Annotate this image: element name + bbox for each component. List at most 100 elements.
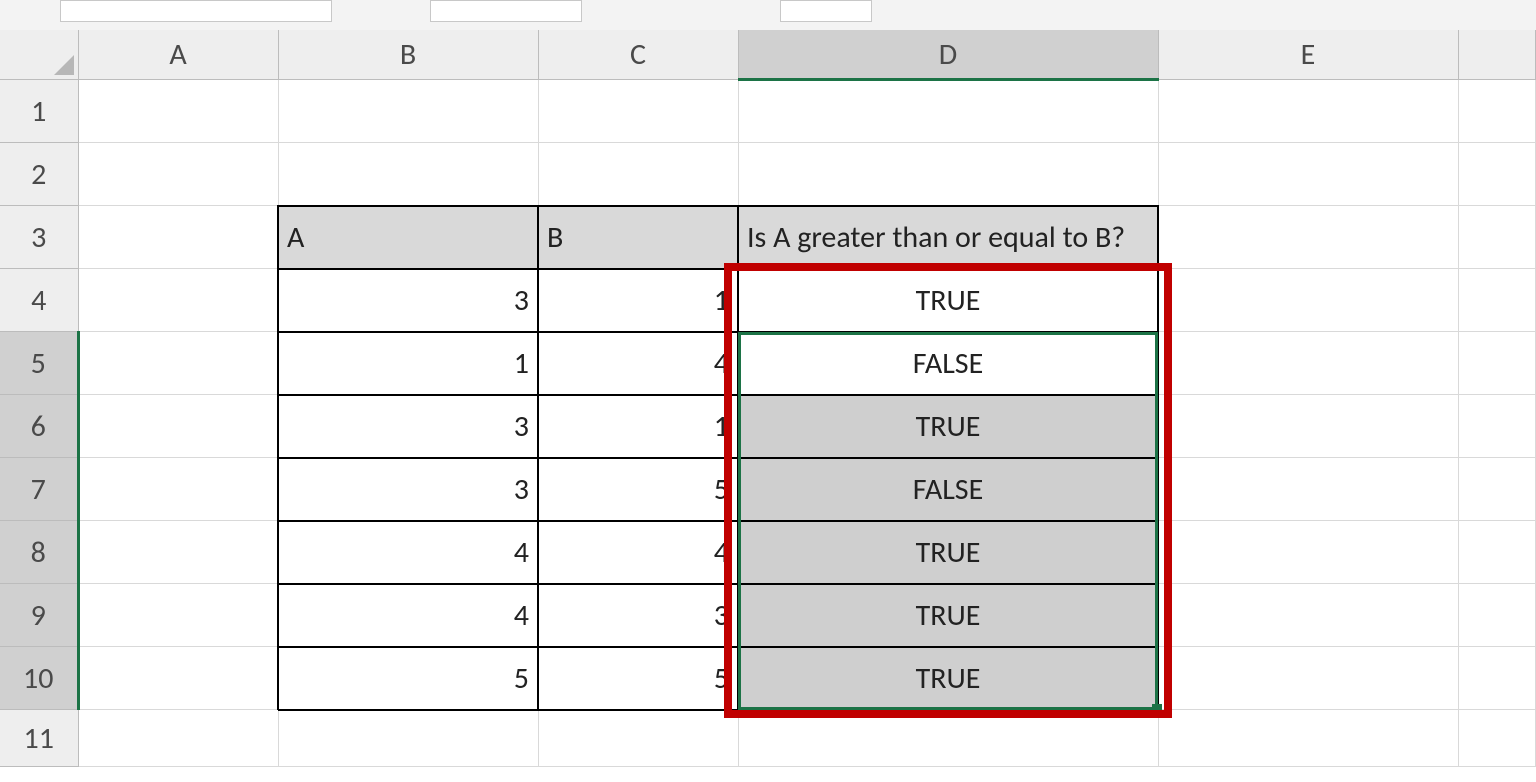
cell-E10[interactable] [1158,647,1458,710]
cell-E8[interactable] [1158,521,1458,584]
cell-F11[interactable] [1458,710,1536,767]
column-header-row[interactable]: A B C D E [0,30,1536,80]
cell-C10[interactable]: 5 [538,647,738,710]
cell-A2[interactable] [78,143,278,206]
column-header-C[interactable]: C [538,30,738,80]
cell-E11[interactable] [1158,710,1458,767]
row-9[interactable]: 9 4 3 TRUE [0,584,1536,647]
cell-D3[interactable]: Is A greater than or equal to B? [738,206,1158,269]
cell-A7[interactable] [78,458,278,521]
column-header-A[interactable]: A [78,30,278,80]
cell-C9[interactable]: 3 [538,584,738,647]
cell-A10[interactable] [78,647,278,710]
cell-B3[interactable]: A [278,206,538,269]
row-8[interactable]: 8 4 4 TRUE [0,521,1536,584]
cell-F2[interactable] [1458,143,1536,206]
column-header-D[interactable]: D [738,30,1158,80]
column-header-blank[interactable] [1458,30,1536,80]
cell-C3[interactable]: B [538,206,738,269]
column-header-B[interactable]: B [278,30,538,80]
cell-F8[interactable] [1458,521,1536,584]
row-header-5[interactable]: 5 [0,332,78,395]
cell-B10[interactable]: 5 [278,647,538,710]
cell-B11[interactable] [278,710,538,767]
cell-E4[interactable] [1158,269,1458,332]
row-4[interactable]: 4 3 1 TRUE [0,269,1536,332]
cell-C1[interactable] [538,80,738,143]
cell-B7[interactable]: 3 [278,458,538,521]
cell-F6[interactable] [1458,395,1536,458]
cell-D11[interactable] [738,710,1158,767]
cell-C4[interactable]: 1 [538,269,738,332]
sheet-table[interactable]: A B C D E 1 2 3 A B Is A greater than or… [0,30,1536,767]
cell-E5[interactable] [1158,332,1458,395]
cell-D7[interactable]: FALSE [738,458,1158,521]
cell-C11[interactable] [538,710,738,767]
row-header-2[interactable]: 2 [0,143,78,206]
cell-A6[interactable] [78,395,278,458]
cell-C5[interactable]: 4 [538,332,738,395]
row-5[interactable]: 5 1 4 FALSE [0,332,1536,395]
select-all-corner[interactable] [0,30,78,80]
cell-F7[interactable] [1458,458,1536,521]
spreadsheet-grid[interactable]: A B C D E 1 2 3 A B Is A greater than or… [0,30,1536,782]
cell-B8[interactable]: 4 [278,521,538,584]
cell-E1[interactable] [1158,80,1458,143]
row-7[interactable]: 7 3 5 FALSE [0,458,1536,521]
cell-A5[interactable] [78,332,278,395]
cell-B9[interactable]: 4 [278,584,538,647]
cell-D4[interactable]: TRUE [738,269,1158,332]
cell-F3[interactable] [1458,206,1536,269]
cell-B2[interactable] [278,143,538,206]
cell-A4[interactable] [78,269,278,332]
cell-F9[interactable] [1458,584,1536,647]
row-header-9[interactable]: 9 [0,584,78,647]
cell-D5[interactable]: FALSE [738,332,1158,395]
cell-C6[interactable]: 1 [538,395,738,458]
cell-D8[interactable]: TRUE [738,521,1158,584]
row-1[interactable]: 1 [0,80,1536,143]
cell-A3[interactable] [78,206,278,269]
row-header-8[interactable]: 8 [0,521,78,584]
cell-F4[interactable] [1458,269,1536,332]
row-header-11[interactable]: 11 [0,710,78,767]
cell-E7[interactable] [1158,458,1458,521]
cell-F5[interactable] [1458,332,1536,395]
cell-A1[interactable] [78,80,278,143]
row-header-10[interactable]: 10 [0,647,78,710]
row-2[interactable]: 2 [0,143,1536,206]
cell-E6[interactable] [1158,395,1458,458]
cell-E3[interactable] [1158,206,1458,269]
row-11[interactable]: 11 [0,710,1536,767]
row-header-4[interactable]: 4 [0,269,78,332]
row-10[interactable]: 10 5 5 TRUE [0,647,1536,710]
cell-A8[interactable] [78,521,278,584]
cell-C2[interactable] [538,143,738,206]
cell-D2[interactable] [738,143,1158,206]
cell-D6[interactable]: TRUE [738,395,1158,458]
row-header-3[interactable]: 3 [0,206,78,269]
cell-B6[interactable]: 3 [278,395,538,458]
cell-C7[interactable]: 5 [538,458,738,521]
row-header-7[interactable]: 7 [0,458,78,521]
column-header-E[interactable]: E [1158,30,1458,80]
cell-A9[interactable] [78,584,278,647]
ribbon-group-box [430,0,582,22]
cell-B1[interactable] [278,80,538,143]
cell-C8[interactable]: 4 [538,521,738,584]
cell-A11[interactable] [78,710,278,767]
cell-E9[interactable] [1158,584,1458,647]
select-all-triangle-icon [54,55,74,75]
cell-F1[interactable] [1458,80,1536,143]
cell-D10[interactable]: TRUE [738,647,1158,710]
cell-F10[interactable] [1458,647,1536,710]
cell-D1[interactable] [738,80,1158,143]
cell-B5[interactable]: 1 [278,332,538,395]
row-3[interactable]: 3 A B Is A greater than or equal to B? [0,206,1536,269]
row-header-6[interactable]: 6 [0,395,78,458]
row-header-1[interactable]: 1 [0,80,78,143]
row-6[interactable]: 6 3 1 TRUE [0,395,1536,458]
cell-D9[interactable]: TRUE [738,584,1158,647]
cell-E2[interactable] [1158,143,1458,206]
cell-B4[interactable]: 3 [278,269,538,332]
